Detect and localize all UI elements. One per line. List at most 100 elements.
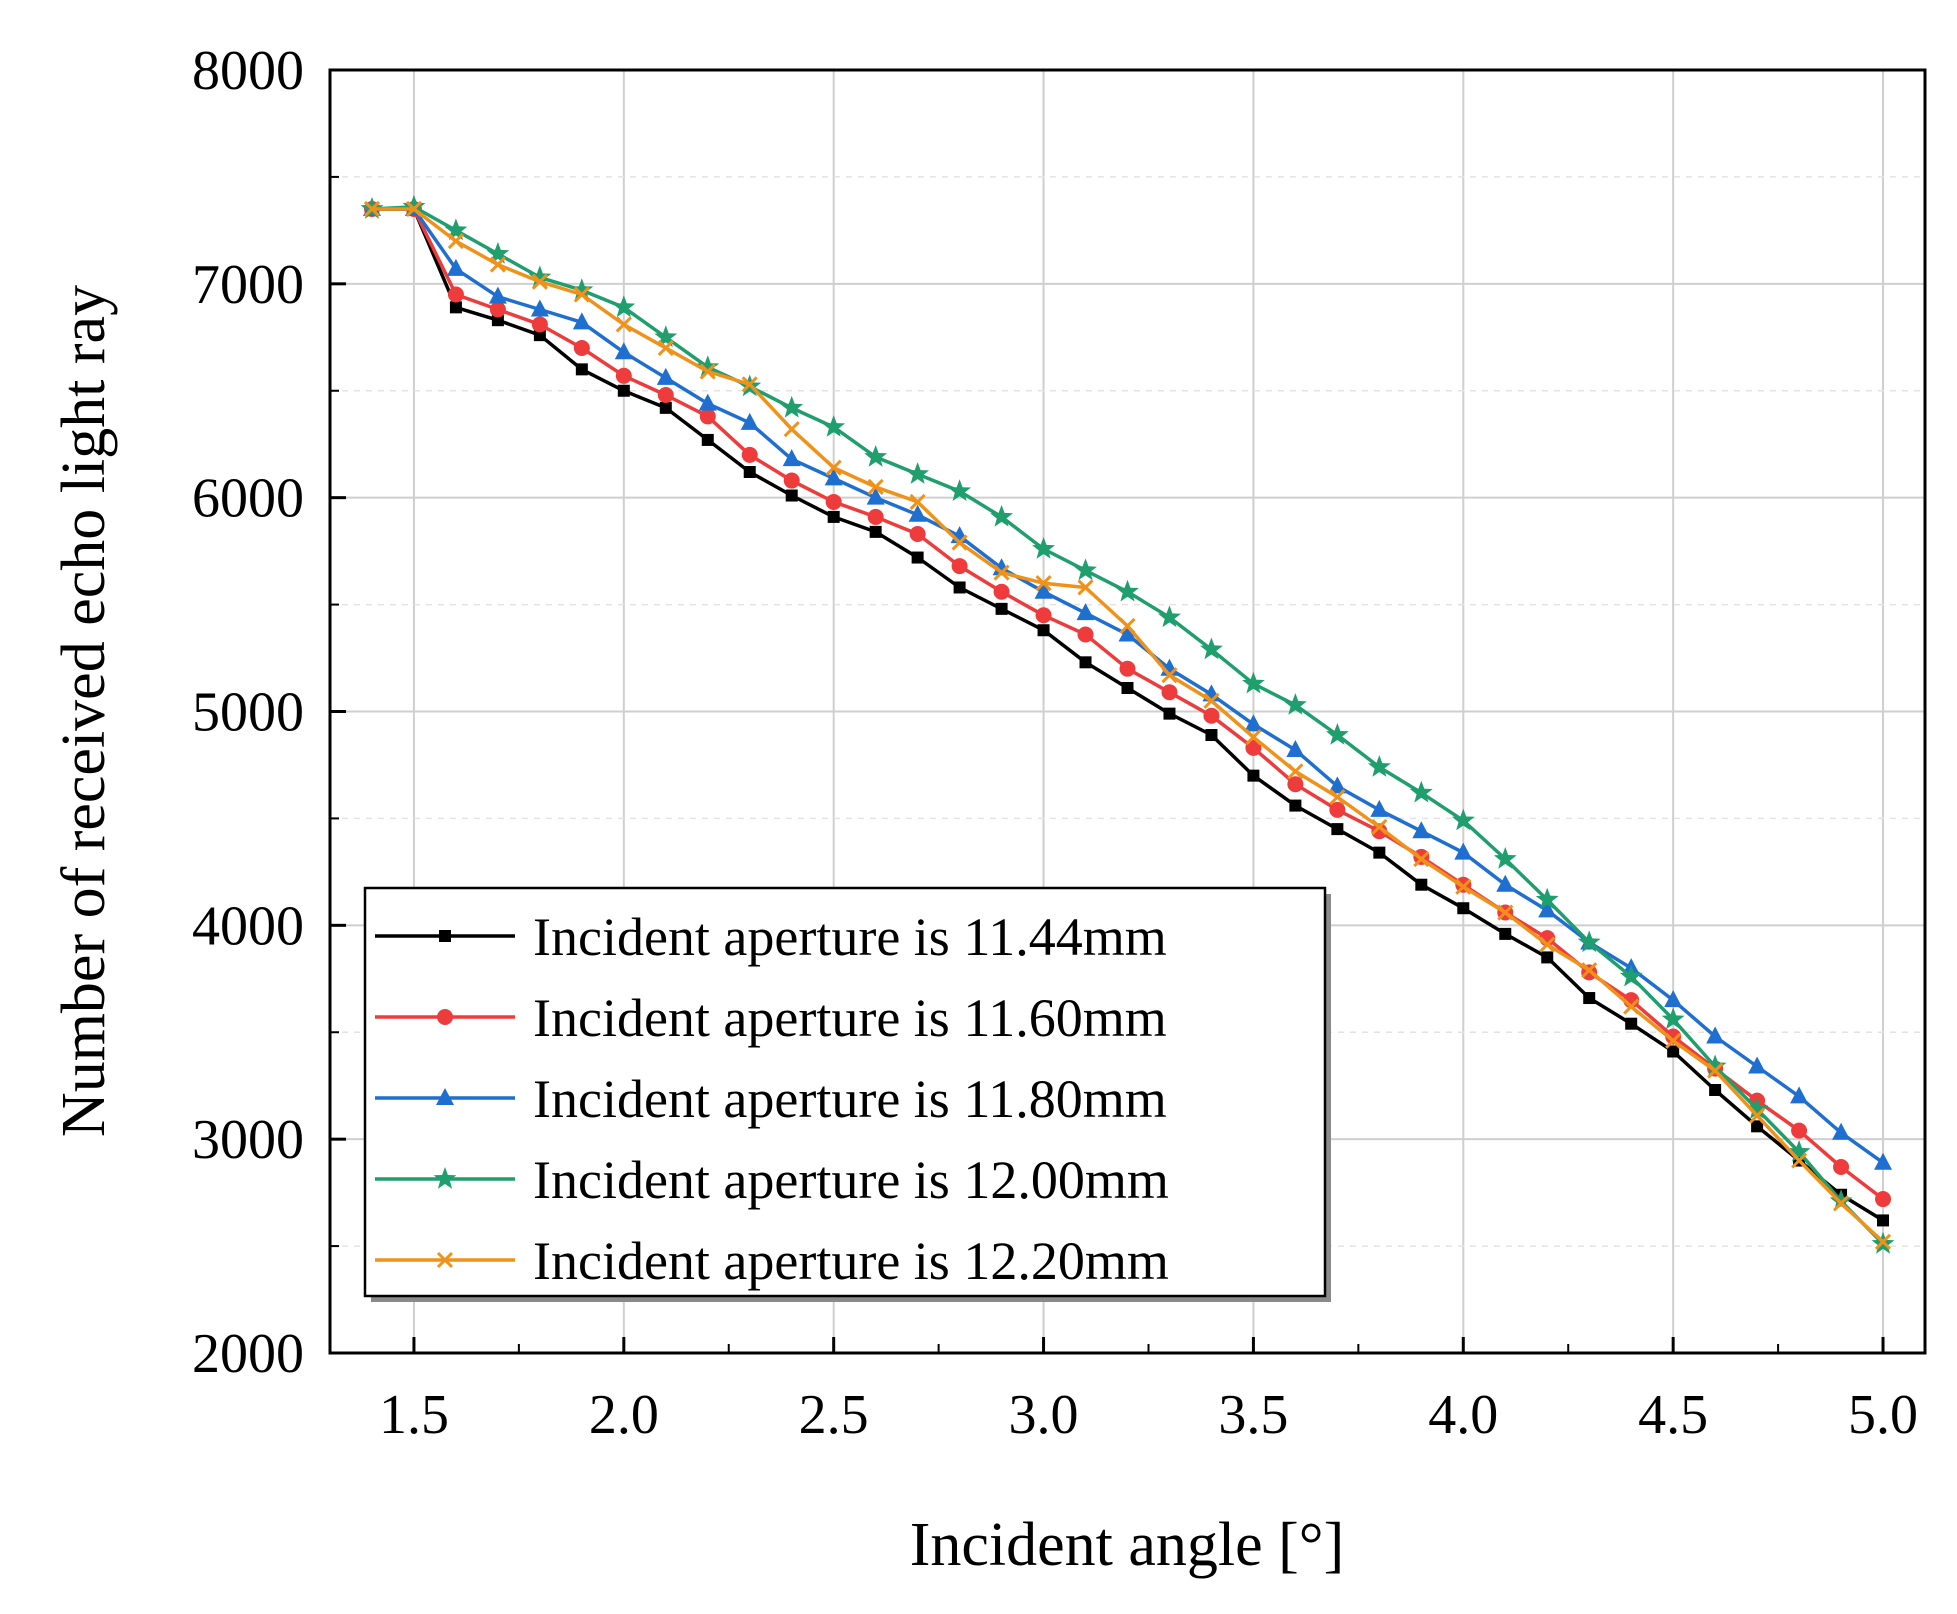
series-layer <box>360 194 1895 1254</box>
data-point <box>1833 1158 1850 1175</box>
data-point <box>656 367 675 385</box>
data-point <box>1581 962 1598 979</box>
data-point <box>948 479 971 501</box>
data-point <box>1161 684 1178 701</box>
data-point <box>1454 842 1473 860</box>
data-point <box>530 299 549 317</box>
data-point <box>1245 739 1262 756</box>
data-point <box>911 551 924 564</box>
data-point <box>1619 964 1643 987</box>
legend-box <box>363 886 1327 1298</box>
data-point <box>447 286 464 303</box>
data-point <box>1037 624 1050 637</box>
y-tick-label: 4000 <box>192 895 304 957</box>
data-point <box>1326 723 1349 745</box>
x-tick-label: 3.0 <box>1009 1384 1079 1446</box>
data-point <box>1538 900 1557 918</box>
data-point <box>1875 1191 1892 1208</box>
data-point <box>951 534 968 551</box>
data-point <box>993 564 1010 581</box>
y-tick-label: 8000 <box>192 40 304 102</box>
data-point <box>447 233 464 250</box>
data-point <box>1331 823 1344 836</box>
data-point <box>824 468 843 486</box>
data-point <box>1415 878 1428 891</box>
data-point <box>570 278 594 300</box>
data-point <box>573 286 590 303</box>
data-point <box>615 367 632 384</box>
data-point <box>1116 579 1139 602</box>
data-point <box>1496 874 1515 892</box>
legend-item: Incident aperture is 12.20mm <box>375 1231 1169 1291</box>
data-point <box>1413 850 1430 868</box>
data-point <box>1455 878 1472 895</box>
data-point <box>951 558 968 575</box>
data-point <box>696 355 720 377</box>
data-point <box>1373 846 1386 859</box>
data-point <box>1745 1097 1769 1119</box>
y-tick-label: 5000 <box>192 682 304 744</box>
legend-marker <box>436 1088 454 1105</box>
series-5 <box>363 200 1892 1250</box>
data-point <box>990 504 1013 527</box>
data-point <box>743 466 756 479</box>
data-point <box>906 462 929 484</box>
data-point <box>827 510 840 523</box>
data-point <box>1200 637 1223 660</box>
data-point <box>1709 1083 1722 1096</box>
data-point <box>1707 1062 1724 1079</box>
data-point <box>1244 714 1263 732</box>
x-tick-label: 2.5 <box>799 1384 869 1446</box>
x-tick-label: 2.0 <box>589 1384 659 1446</box>
data-point <box>701 433 714 446</box>
data-point <box>612 295 636 318</box>
data-point <box>1371 818 1388 836</box>
data-point <box>1874 1152 1893 1170</box>
data-point <box>699 408 716 425</box>
y-tick-label: 6000 <box>192 468 304 530</box>
data-point <box>1877 1214 1890 1227</box>
data-point <box>1748 1056 1767 1074</box>
legend-label: Incident aperture is 12.20mm <box>533 1231 1169 1291</box>
legend-marker <box>433 1167 457 1189</box>
data-point <box>1457 902 1470 915</box>
data-point <box>740 412 759 430</box>
data-point <box>1370 799 1389 817</box>
data-point <box>363 200 381 218</box>
data-point <box>1074 558 1097 581</box>
data-point <box>1077 579 1094 596</box>
y-tick-label: 2000 <box>192 1323 304 1385</box>
data-point <box>1829 1189 1853 1211</box>
data-point <box>867 508 884 525</box>
data-point <box>785 489 798 502</box>
data-point <box>1451 808 1475 831</box>
x-tick-label: 3.5 <box>1218 1384 1288 1446</box>
data-point <box>531 273 548 290</box>
data-point <box>822 415 846 437</box>
data-point <box>446 258 465 276</box>
data-point <box>1245 729 1262 746</box>
data-point <box>533 329 546 342</box>
data-point <box>1119 617 1136 635</box>
legend-item: Incident aperture is 11.80mm <box>375 1069 1167 1129</box>
data-point <box>1203 692 1220 709</box>
data-point <box>1287 763 1304 780</box>
data-point <box>486 241 510 264</box>
data-point <box>867 478 884 496</box>
data-point <box>489 301 506 318</box>
data-point <box>1874 1233 1892 1250</box>
data-point <box>1667 1045 1680 1058</box>
data-point <box>615 316 632 333</box>
x-tick-label: 4.5 <box>1638 1384 1708 1446</box>
data-point <box>402 194 426 217</box>
data-point <box>1371 823 1388 840</box>
legend-marker <box>437 1009 453 1025</box>
y-axis-title: Number of received echo light ray <box>50 285 118 1137</box>
data-point <box>908 504 927 522</box>
data-point <box>1749 1107 1766 1124</box>
data-point <box>617 384 630 397</box>
data-point <box>825 493 842 510</box>
data-point <box>995 602 1008 615</box>
